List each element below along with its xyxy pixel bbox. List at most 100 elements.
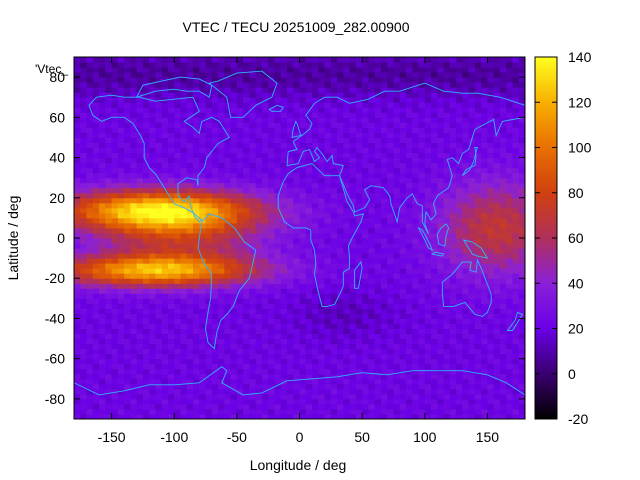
heat-cell: [462, 142, 470, 148]
heat-cell: [374, 207, 382, 214]
heat-cell: [387, 298, 394, 304]
heat-cell: [124, 343, 131, 350]
heat-cell: [456, 243, 463, 249]
heat-cell: [324, 107, 332, 113]
heat-cell: [374, 147, 382, 154]
heat-cell: [155, 368, 163, 375]
heat-cell: [330, 217, 338, 224]
heat-cell: [130, 212, 138, 219]
heat-cell: [249, 72, 257, 78]
heat-cell: [117, 187, 125, 194]
heat-cell: [124, 177, 131, 184]
heat-cell: [249, 177, 257, 184]
heat-cell: [456, 92, 463, 98]
heat-cell: [161, 132, 169, 138]
heat-cell: [318, 388, 326, 395]
heat-cell: [443, 212, 451, 219]
heat-cell: [74, 222, 81, 229]
heat-cell: [193, 273, 200, 279]
heat-cell: [412, 373, 420, 380]
heat-cell: [155, 283, 163, 289]
heat-cell: [399, 57, 407, 63]
heat-cell: [380, 92, 388, 98]
heat-cell: [286, 217, 294, 224]
heat-cell: [243, 87, 250, 93]
heat-cell: [249, 248, 257, 254]
heat-cell: [293, 57, 300, 63]
heat-cell: [324, 288, 332, 294]
heat-cell: [487, 147, 495, 154]
heat-cell: [368, 343, 376, 350]
heat-cell: [243, 288, 250, 294]
heat-cell: [368, 122, 376, 128]
heat-cell: [249, 273, 257, 279]
heat-cell: [230, 142, 238, 148]
heat-cell: [368, 293, 376, 299]
heat-cell: [261, 398, 269, 405]
heat-cell: [211, 82, 219, 88]
heat-cell: [437, 373, 445, 380]
heat-cell: [318, 142, 326, 148]
heat-cell: [412, 192, 420, 199]
heat-cell: [149, 147, 156, 154]
heat-cell: [487, 112, 495, 118]
heat-cell: [142, 263, 150, 269]
heat-cell: [387, 368, 394, 375]
heat-cell: [374, 217, 382, 224]
heat-cell: [349, 147, 357, 154]
heat-cell: [481, 182, 488, 189]
heat-cell: [286, 383, 294, 390]
heat-cell: [280, 378, 288, 385]
heat-cell: [337, 152, 344, 159]
heat-cell: [293, 157, 300, 164]
heat-cell: [74, 107, 81, 113]
heat-cell: [180, 273, 188, 279]
heat-cell: [399, 383, 407, 390]
heat-cell: [387, 232, 394, 239]
heat-cell: [349, 333, 357, 340]
heat-cell: [124, 353, 131, 360]
heat-cell: [230, 288, 238, 294]
heat-cell: [236, 97, 244, 103]
heat-cell: [130, 348, 138, 355]
heat-cell: [224, 253, 232, 259]
heat-cell: [205, 92, 213, 98]
heat-cell: [155, 388, 163, 395]
heat-cell: [393, 67, 401, 73]
heat-cell: [149, 268, 156, 274]
heat-cell: [318, 122, 326, 128]
heat-cell: [299, 258, 307, 264]
heat-cell: [481, 187, 488, 194]
heat-cell: [236, 263, 244, 269]
heat-cell: [330, 77, 338, 83]
heat-cell: [355, 217, 363, 224]
heat-cell: [437, 192, 445, 199]
heat-cell: [80, 77, 88, 83]
heat-cell: [399, 97, 407, 103]
heat-cell: [205, 298, 213, 304]
heat-cell: [211, 72, 219, 78]
heat-cell: [74, 358, 81, 365]
heat-cell: [487, 268, 495, 274]
heat-cell: [474, 147, 482, 154]
heat-cell: [405, 238, 413, 244]
heat-cell: [418, 283, 426, 289]
heat-cell: [468, 293, 476, 299]
heat-cell: [230, 243, 238, 249]
heat-cell: [337, 177, 344, 184]
heat-cell: [456, 97, 463, 103]
heat-cell: [155, 202, 163, 209]
heat-cell: [418, 147, 426, 154]
heat-cell: [418, 102, 426, 108]
heat-cell: [387, 152, 394, 159]
heat-cell: [74, 137, 81, 143]
heat-cell: [312, 127, 319, 133]
heat-cell: [280, 72, 288, 78]
heat-cell: [111, 142, 119, 148]
heat-cell: [399, 318, 407, 324]
heat-cell: [299, 152, 307, 159]
heat-cell: [343, 408, 351, 415]
heat-cell: [211, 238, 219, 244]
heat-cell: [286, 268, 294, 274]
heat-cell: [462, 147, 470, 154]
